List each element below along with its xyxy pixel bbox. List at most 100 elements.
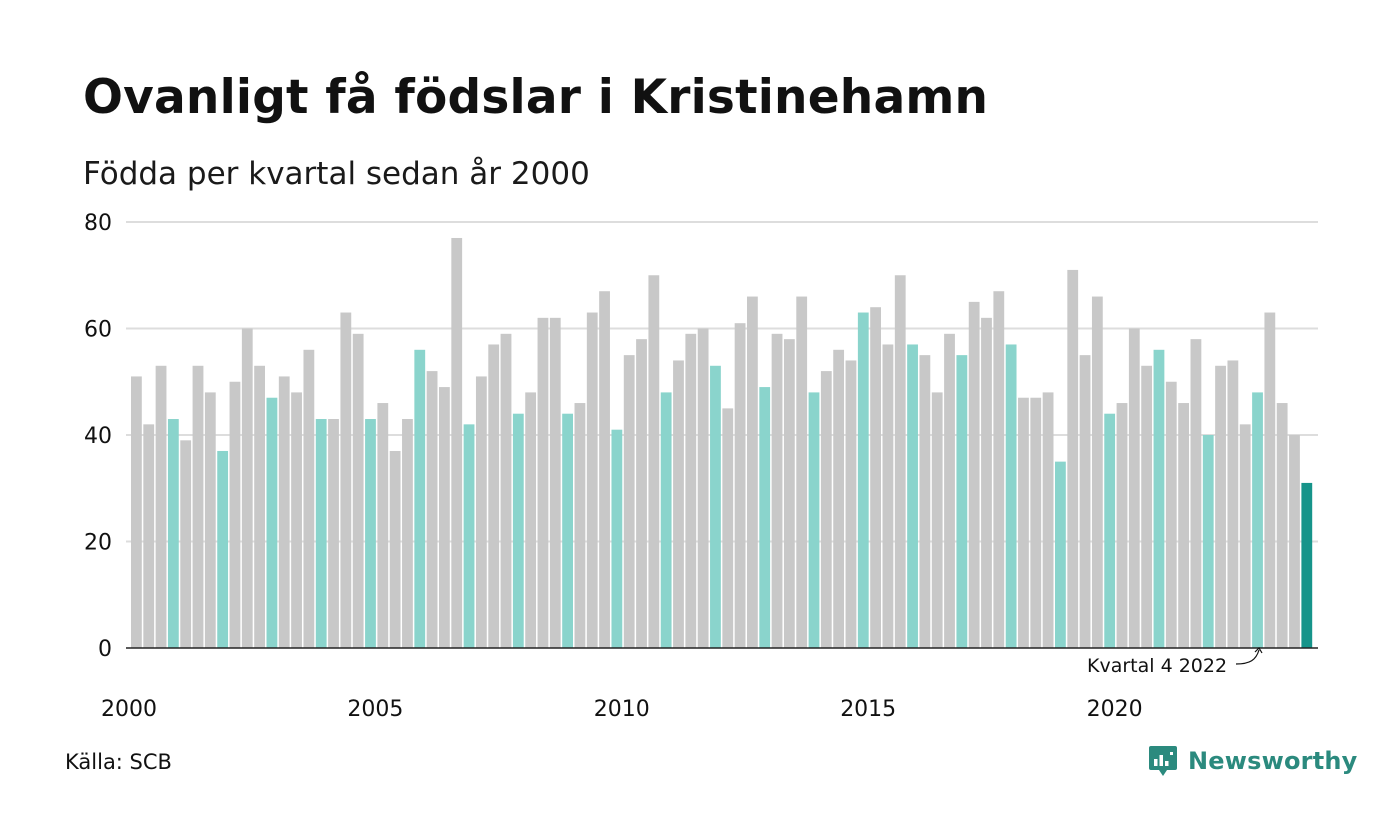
bar — [907, 344, 918, 648]
bar — [352, 333, 364, 648]
annotation-label: Kvartal 4 2022 — [1087, 655, 1227, 677]
bar — [574, 403, 586, 648]
bar — [303, 349, 315, 648]
bar — [1178, 403, 1189, 648]
bar — [389, 450, 401, 648]
bar — [1030, 397, 1042, 648]
bar — [1104, 413, 1116, 648]
source-note: Källa: SCB — [65, 750, 172, 774]
bar — [771, 333, 783, 648]
x-tick-label: 2015 — [840, 697, 896, 722]
bar — [870, 307, 881, 648]
annotation-arrowhead — [1254, 647, 1263, 654]
bar — [1128, 328, 1140, 648]
bar — [1005, 344, 1017, 648]
y-tick-label: 40 — [84, 424, 112, 449]
bar — [549, 317, 561, 648]
bar — [1301, 482, 1313, 648]
x-tick-label: 2020 — [1087, 697, 1143, 722]
bar — [919, 355, 931, 649]
bar — [180, 440, 192, 648]
bar — [808, 392, 820, 648]
bar — [1055, 461, 1066, 649]
bar — [204, 392, 216, 648]
y-axis-ticks: 0 20 40 60 80 — [84, 211, 112, 662]
bar — [611, 429, 623, 648]
bar — [1067, 269, 1079, 648]
bar — [1091, 296, 1103, 648]
bar — [1264, 312, 1276, 648]
bar — [623, 355, 635, 649]
bar — [1276, 403, 1288, 648]
bar — [660, 392, 672, 648]
bar — [648, 275, 660, 648]
chart-title: Ovanligt få födslar i Kristinehamn — [83, 70, 989, 125]
bar — [512, 413, 524, 648]
bar — [1227, 360, 1239, 648]
bar — [685, 333, 697, 648]
bar — [796, 296, 808, 648]
bars — [131, 237, 1313, 649]
bar — [155, 365, 167, 648]
bar — [475, 376, 487, 648]
x-tick-label: 2010 — [594, 697, 650, 722]
bar — [500, 333, 512, 648]
bar — [1202, 435, 1214, 648]
bar — [1079, 355, 1091, 649]
bar — [944, 333, 955, 648]
bar — [1116, 403, 1128, 648]
bar — [673, 360, 684, 648]
bar — [1239, 424, 1251, 648]
bar — [266, 397, 278, 648]
bar — [167, 419, 179, 648]
bar — [241, 328, 253, 648]
bar — [315, 419, 327, 648]
bar — [414, 349, 426, 648]
bar — [131, 376, 142, 648]
bar — [525, 392, 537, 648]
latest-annotation: Kvartal 4 2022 — [1087, 647, 1263, 677]
bar — [783, 339, 795, 648]
x-tick-label: 2005 — [347, 697, 403, 722]
bar — [833, 349, 845, 648]
annotation-arrow — [1235, 649, 1260, 665]
y-tick-label: 80 — [84, 211, 112, 236]
bar — [192, 365, 204, 648]
newsworthy-brand: Newsworthy — [1148, 744, 1358, 778]
x-axis-ticks: 2000 2005 2010 2015 2020 — [101, 697, 1143, 722]
bar — [1153, 349, 1165, 648]
bar — [1042, 392, 1054, 648]
bar — [402, 419, 413, 648]
bar — [340, 312, 352, 648]
bar — [586, 312, 598, 648]
bar — [1190, 339, 1202, 648]
bar — [463, 424, 475, 648]
bar — [377, 403, 389, 648]
bar — [1215, 365, 1226, 648]
bar — [956, 355, 968, 649]
bar — [993, 291, 1005, 648]
bar — [229, 381, 241, 648]
bar — [599, 291, 610, 648]
newsworthy-logo-icon — [1149, 746, 1177, 776]
y-tick-label: 60 — [84, 318, 112, 343]
x-tick-label: 2000 — [101, 697, 157, 722]
bar — [278, 376, 290, 648]
y-tick-label: 0 — [98, 637, 112, 662]
bar — [759, 387, 771, 648]
bar — [697, 328, 709, 648]
bar — [488, 344, 500, 648]
bar — [328, 419, 339, 648]
bar — [537, 317, 549, 648]
bar — [857, 312, 869, 648]
bar — [1141, 365, 1153, 648]
bar — [882, 344, 894, 648]
chart-subtitle: Födda per kvartal sedan år 2000 — [83, 156, 590, 192]
bar — [451, 237, 463, 648]
bar — [562, 413, 573, 648]
bar — [981, 317, 992, 648]
bar — [931, 392, 943, 648]
bar — [820, 371, 832, 648]
bar — [845, 360, 857, 648]
